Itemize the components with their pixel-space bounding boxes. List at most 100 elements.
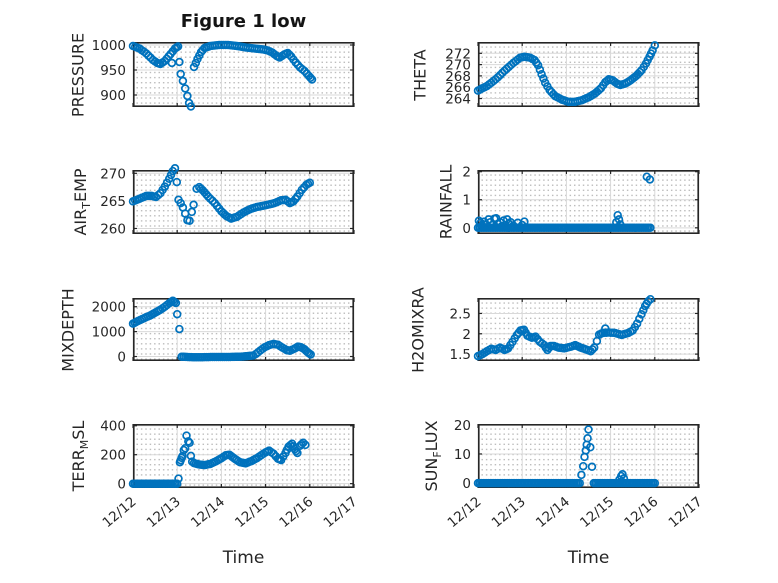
subplot-air-temp: AIRTEMP 260 265 270 — [71, 164, 355, 237]
subplot-terr-msl: TERRMSL 0 200 400 12/12 12/13 12/14 12/15 12/16… — [69, 419, 361, 531]
axes-frame — [478, 298, 699, 362]
ylabel-part: PRESSURE — [68, 32, 88, 117]
scatter-markers — [473, 425, 660, 488]
ylabel-theta: THETA — [411, 49, 430, 100]
ylabel-part: MIXDEPTH — [58, 287, 78, 372]
svg-text:10: 10 — [454, 447, 471, 463]
svg-text:12/12: 12/12 — [444, 494, 484, 531]
tick-marks — [477, 42, 700, 107]
svg-text:2: 2 — [462, 165, 471, 181]
tick-marks — [132, 298, 355, 361]
ylabel-part: F — [431, 451, 445, 458]
axes-frame — [478, 170, 699, 235]
svg-text:2: 2 — [462, 327, 471, 343]
svg-text:272: 272 — [445, 46, 471, 62]
svg-text:266: 266 — [445, 80, 471, 96]
major-grid — [132, 42, 355, 107]
axes-frame — [478, 424, 699, 489]
y-tick-labels: 0 200 400 — [100, 419, 126, 493]
ylabel-sun-flux: SUNFLUX — [422, 421, 444, 492]
svg-text:2000: 2000 — [92, 300, 126, 316]
svg-text:268: 268 — [445, 69, 471, 85]
svg-text:12/14: 12/14 — [533, 494, 573, 531]
x-axis-label-left: Time — [222, 548, 265, 568]
svg-text:950: 950 — [100, 63, 126, 79]
y-tick-labels: 0 1000 2000 — [92, 300, 126, 366]
major-grid — [477, 42, 700, 107]
svg-text:260: 260 — [100, 221, 126, 237]
svg-text:0: 0 — [117, 350, 126, 366]
scatter-markers — [473, 294, 655, 361]
svg-text:12/16: 12/16 — [621, 494, 661, 531]
y-tick-labels: 0 10 20 — [454, 418, 471, 492]
y-tick-labels: 260 265 270 — [100, 166, 126, 237]
ylabel-rainfall: RAINFALL — [437, 165, 456, 240]
ylabel-part: M — [78, 439, 92, 450]
svg-text:20: 20 — [454, 418, 471, 434]
figure-title: Figure 1 low — [180, 11, 307, 32]
plot-canvas-h2omixra: 1.5 2 2.5 — [450, 294, 700, 363]
scatter-markers — [128, 296, 315, 362]
ylabel-part: T — [80, 202, 94, 209]
ylabel-part: SUN — [421, 457, 441, 492]
plot-canvas-pressure: 900 950 1000 — [92, 38, 355, 111]
scatter-markers — [128, 431, 310, 488]
x-axis-label-right: Time — [567, 548, 610, 568]
ylabel-mixdepth: MIXDEPTH — [59, 288, 78, 371]
svg-text:1000: 1000 — [92, 38, 126, 54]
svg-text:12/17: 12/17 — [665, 494, 705, 531]
ylabel-part: LUX — [421, 420, 441, 452]
svg-text:2.5: 2.5 — [450, 306, 471, 322]
ylabel-part: H2OMIXRA — [408, 286, 428, 373]
axes-frame — [478, 42, 699, 108]
tick-marks — [132, 42, 355, 107]
svg-text:12/14: 12/14 — [188, 494, 228, 531]
subplot-mixdepth: MIXDEPTH 0 1000 2000 — [59, 288, 355, 371]
svg-text:12/12: 12/12 — [99, 494, 139, 531]
tick-marks — [477, 170, 700, 234]
svg-text:12/15: 12/15 — [577, 494, 617, 531]
svg-text:12/16: 12/16 — [276, 494, 316, 531]
svg-text:0: 0 — [462, 476, 471, 492]
svg-text:1: 1 — [462, 193, 471, 209]
x-tick-labels: 12/12 12/13 12/14 12/15 12/16 12/17 — [99, 494, 360, 531]
plot-canvas-sun_flux: 0 10 20 12/12 12/13 12/14 12/15 12/16 12/17 — [444, 418, 705, 531]
svg-text:270: 270 — [100, 166, 126, 182]
y-tick-labels: 0 1 2 — [462, 165, 471, 237]
y-tick-labels: 1.5 2 2.5 — [450, 306, 471, 363]
svg-text:12/13: 12/13 — [144, 494, 184, 531]
axes-frame — [133, 424, 354, 489]
scatter-markers — [473, 172, 655, 233]
axes-frame — [133, 42, 354, 108]
y-tick-labels: 900 950 1000 — [92, 38, 126, 104]
scatter-markers — [128, 164, 315, 226]
ylabel-part: SL — [68, 420, 88, 440]
scatter-markers — [473, 41, 660, 107]
ylabel-part: TERR — [68, 449, 88, 492]
svg-text:12/17: 12/17 — [320, 494, 360, 531]
svg-text:12/15: 12/15 — [232, 494, 272, 531]
ylabel-h2omixra: H2OMIXRA — [409, 287, 428, 373]
svg-text:12/13: 12/13 — [489, 494, 529, 531]
ylabel-part: EMP — [70, 168, 90, 203]
ylabel-terr-msl: TERRMSL — [69, 421, 91, 492]
svg-text:0: 0 — [462, 221, 471, 237]
svg-text:900: 900 — [100, 88, 126, 104]
x-tick-labels: 12/12 12/13 12/14 12/15 12/16 12/17 — [444, 494, 705, 531]
ylabel-part: RAINFALL — [436, 164, 456, 240]
svg-text:0: 0 — [117, 477, 126, 493]
plot-canvas-mixdepth: 0 1000 2000 — [92, 296, 355, 366]
plot-canvas-rainfall: 0 1 2 — [462, 165, 700, 237]
svg-text:265: 265 — [100, 194, 126, 210]
subplot-sun-flux: SUNFLUX 0 10 20 12/12 12/13 12/14 12/15 12/16 12… — [422, 418, 706, 531]
svg-text:270: 270 — [445, 58, 471, 74]
ylabel-air-temp: AIRTEMP — [71, 168, 93, 235]
svg-text:264: 264 — [445, 92, 471, 108]
ylabel-pressure: PRESSURE — [69, 32, 88, 116]
axes-frame — [133, 170, 354, 235]
svg-text:1.5: 1.5 — [450, 347, 471, 363]
svg-text:400: 400 — [100, 419, 126, 435]
